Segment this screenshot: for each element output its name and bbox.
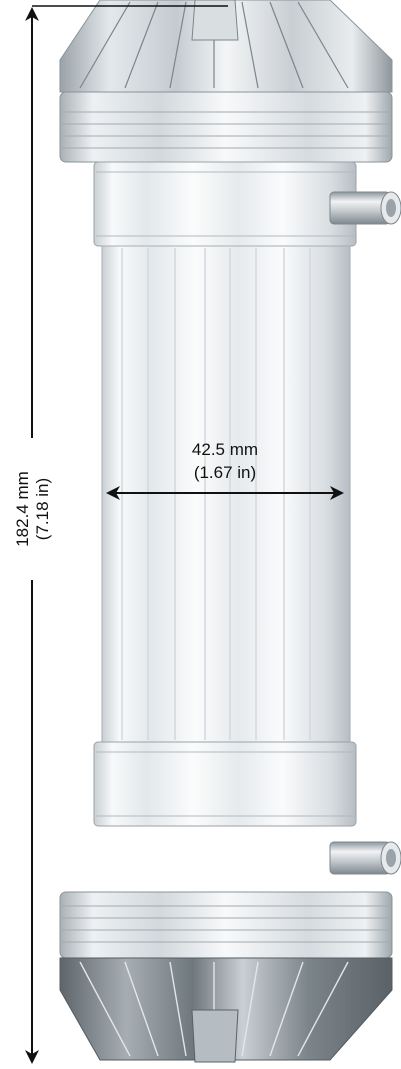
bottom-cap-ring [59, 891, 393, 959]
top-inlet-nozzle [329, 191, 401, 225]
bottom-hub [191, 1009, 239, 1063]
height-mm-label: 182.4 mm [13, 471, 32, 547]
top-collar [93, 161, 357, 247]
top-hub [191, 0, 239, 41]
top-cap-ring [59, 91, 393, 163]
height-in-label: (7.18 in) [33, 478, 52, 540]
filter-housing-illustration [59, 0, 401, 1063]
diameter-dimension: 42.5 mm (1.67 in) [106, 440, 344, 500]
bottom-cap-thread-lines [62, 905, 390, 943]
bottom-outlet-nozzle [329, 841, 401, 875]
bottom-collar [93, 741, 357, 827]
height-dimension: 182.4 mm (7.18 in) [13, 5, 228, 1064]
diameter-mm-label: 42.5 mm [192, 440, 258, 459]
top-cap-cone [59, 0, 393, 93]
top-cap-thread-lines [62, 111, 390, 149]
bottom-cap-ribs [79, 961, 349, 1057]
diameter-in-label: (1.67 in) [194, 463, 256, 482]
